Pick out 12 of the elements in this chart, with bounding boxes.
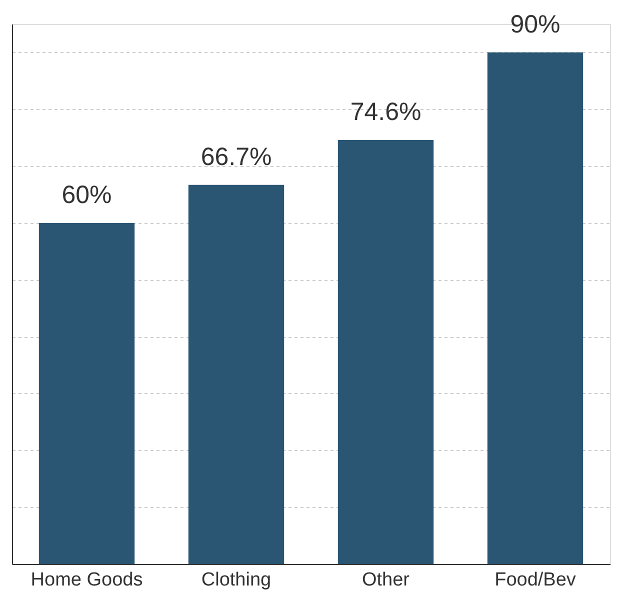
data-label: 60% — [62, 180, 112, 209]
bar — [38, 222, 135, 564]
bar — [338, 140, 434, 564]
bar — [487, 52, 584, 564]
data-label: 90% — [510, 10, 560, 38]
data-label: 74.6% — [350, 98, 422, 126]
bar — [188, 184, 284, 564]
data-label: 66.7% — [200, 142, 272, 171]
x-tick-label: Other — [362, 570, 410, 590]
x-tick-label: Home Goods — [30, 570, 143, 590]
x-tick-label: Food/Bev — [494, 570, 576, 590]
x-tick-label: Clothing — [201, 570, 272, 590]
